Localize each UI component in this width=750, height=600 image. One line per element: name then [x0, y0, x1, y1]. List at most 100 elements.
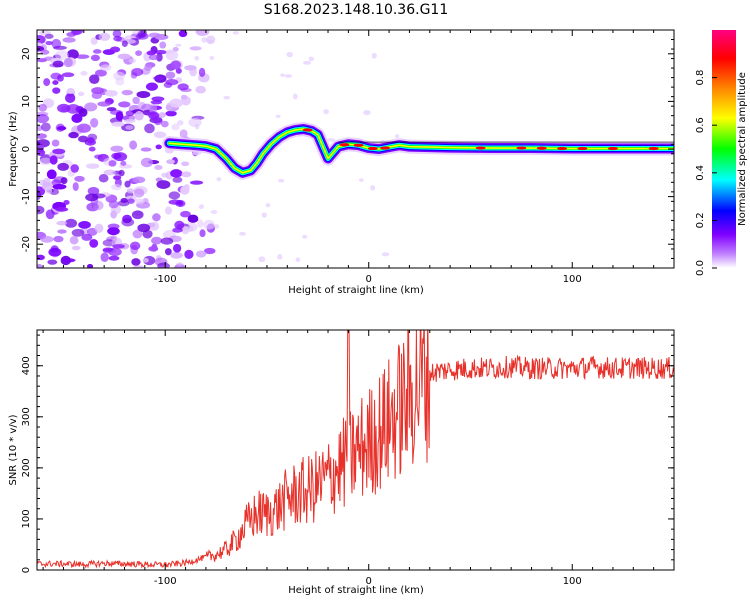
noise-blob [112, 244, 125, 249]
noise-blob [223, 95, 231, 100]
noise-blob [165, 49, 174, 55]
noise-blob [161, 120, 169, 128]
noise-blob [48, 247, 62, 257]
noise-blob [108, 200, 119, 209]
noise-blob [87, 137, 95, 144]
noise-blob [86, 263, 94, 268]
ridge-peak [367, 146, 378, 151]
noise-blob [37, 263, 43, 268]
noise-blob [111, 121, 125, 127]
noise-blob [98, 174, 109, 183]
noise-blob [165, 206, 173, 215]
noise-blob [213, 224, 220, 229]
ridge-peak [516, 146, 527, 150]
noise-blob [37, 149, 46, 156]
noise-blob [56, 126, 67, 131]
noise-blob [52, 183, 67, 190]
noise-blob [170, 169, 183, 178]
noise-blob [189, 180, 204, 185]
noise-blob [132, 176, 146, 184]
noise-blob [284, 74, 293, 78]
noise-blob [37, 190, 42, 201]
noise-blob [44, 33, 54, 39]
noise-blob [137, 223, 151, 233]
noise-blob [172, 176, 183, 183]
noise-blob [153, 131, 167, 139]
ridge-peak [475, 146, 486, 150]
noise-blob [61, 72, 75, 78]
noise-blob [45, 40, 53, 46]
noise-blob [181, 161, 190, 167]
noise-blob [115, 111, 124, 122]
noise-blob [107, 227, 120, 236]
noise-blob [74, 175, 85, 182]
ridge-peak [380, 146, 391, 150]
noise-blob [47, 259, 58, 265]
noise-blob [54, 50, 69, 61]
noise-blob [195, 85, 206, 94]
colorbar: 0.0 0.2 0.4 0.6 0.8 Normalized spectral ampl… [695, 30, 748, 276]
noise-blob [51, 38, 62, 49]
y-tick-label: 0 [21, 567, 32, 573]
bottom-x-axis-label: Height of straight line (km) [288, 585, 424, 596]
noise-blob [121, 218, 135, 227]
noise-blob [194, 123, 200, 130]
noise-blob [295, 257, 301, 263]
noise-blob [110, 210, 118, 219]
noise-blob [140, 157, 153, 168]
ridge-peak [353, 143, 364, 147]
noise-blob [123, 119, 136, 124]
noise-blob [169, 98, 183, 108]
noise-blob [60, 177, 68, 185]
noise-blob [49, 155, 58, 165]
noise-blob [127, 198, 135, 204]
noise-blob [91, 91, 103, 100]
noise-blob [113, 175, 122, 180]
y-tick-label: 300 [21, 407, 32, 426]
noise-blob [100, 252, 109, 262]
noise-blob [52, 80, 59, 86]
noise-blob [195, 30, 210, 36]
snr-panel: -100 0 100 0 100 200 300 400 Height of straigh… [8, 329, 675, 596]
noise-blob [89, 74, 100, 85]
noise-blob [66, 88, 75, 94]
ridge-peak [648, 146, 659, 151]
noise-blob [170, 60, 182, 70]
noise-blob [50, 72, 62, 80]
top-x-axis-label: Height of straight line (km) [288, 285, 424, 296]
noise-blob [108, 160, 117, 167]
noise-blob [121, 40, 128, 47]
noise-blob [113, 71, 126, 81]
noise-blob [152, 76, 165, 81]
noise-blob [371, 52, 377, 59]
noise-blob [303, 60, 311, 65]
noise-blob [150, 100, 163, 105]
noise-blob [64, 92, 76, 103]
colorbar-tick-label: 0.8 [695, 70, 706, 86]
noise-blob [175, 43, 182, 47]
noise-blob [90, 37, 98, 45]
noise-blob [71, 113, 83, 124]
ridge-peak [577, 146, 588, 151]
noise-blob [111, 184, 122, 191]
noise-blob [265, 203, 271, 208]
noise-blob [129, 140, 138, 150]
noise-blob [135, 198, 145, 205]
noise-blob [137, 30, 146, 39]
noise-blob [70, 164, 79, 173]
noise-blob [64, 218, 78, 228]
noise-blob [40, 235, 54, 243]
y-tick-label: 20 [21, 47, 32, 60]
noise-blob [133, 188, 145, 198]
bottom-y-axis-label: SNR (10 * v/v) [8, 414, 19, 485]
noise-blob [37, 144, 45, 149]
noise-blob [165, 71, 176, 79]
noise-blob [108, 255, 120, 261]
top-y-axis-label: Frequency (Hz) [8, 111, 19, 187]
noise-blob [278, 178, 285, 183]
x-tick-label: -100 [154, 576, 177, 587]
noise-blob [131, 210, 144, 220]
snr-frame [36, 329, 675, 571]
noise-blob [112, 30, 122, 38]
